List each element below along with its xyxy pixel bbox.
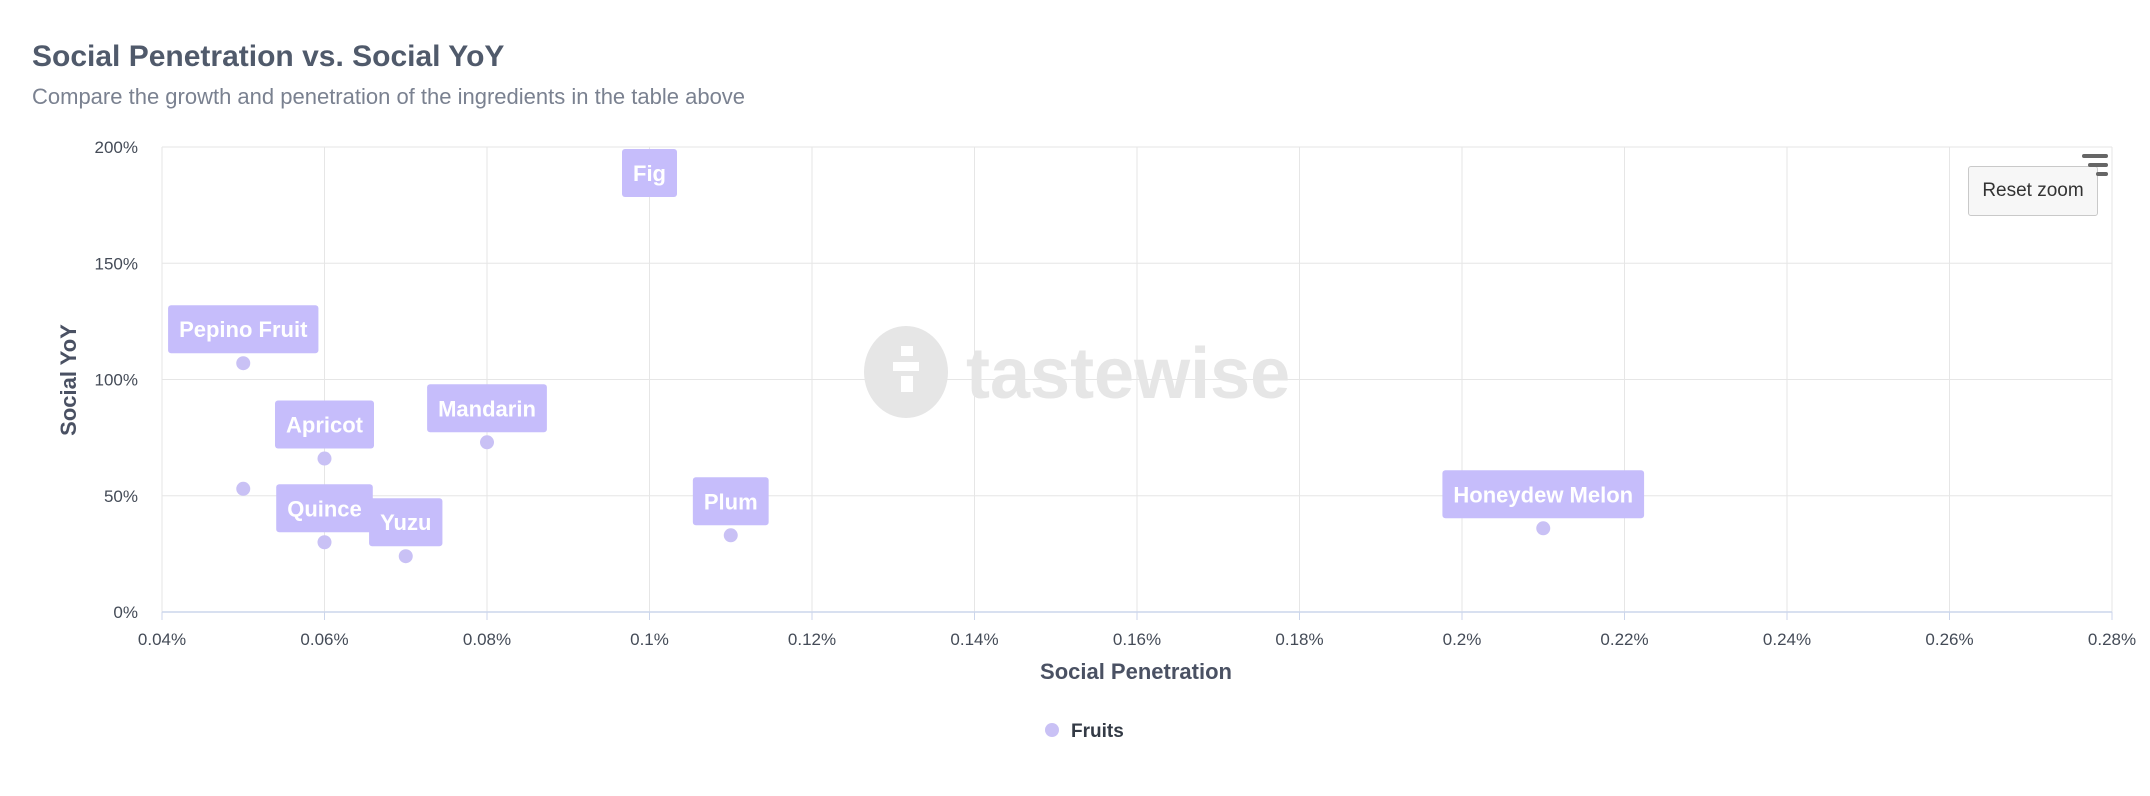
x-tick-label: 0.2% <box>1443 630 1482 649</box>
data-point[interactable] <box>480 435 494 450</box>
data-label: Fig <box>633 161 666 186</box>
data-label-box <box>275 400 374 449</box>
x-tick-label: 0.08% <box>463 630 511 649</box>
y-tick-label: 100% <box>95 371 138 390</box>
data-point[interactable] <box>236 356 251 371</box>
data-label-box <box>692 477 769 526</box>
data-label: Apricot <box>286 413 364 438</box>
y-axis-title: Social YoY <box>56 324 81 436</box>
legend[interactable]: Fruits <box>1045 721 1124 742</box>
x-tick-label: 0.04% <box>138 630 186 649</box>
x-tick-label: 0.1% <box>630 630 669 649</box>
x-tick-label: 0.14% <box>950 630 998 649</box>
x-tick-label: 0.28% <box>2088 630 2136 649</box>
y-tick-label: 50% <box>104 487 138 506</box>
data-label-box <box>1442 470 1645 519</box>
data-label: Quince <box>287 496 362 521</box>
data-label: Mandarin <box>438 396 536 421</box>
x-tick-label: 0.12% <box>788 630 836 649</box>
watermark-text: tastewise <box>966 334 1290 414</box>
axes: Social Penetration Social YoY 0.04% 0.06%… <box>56 138 2136 684</box>
data-point[interactable] <box>317 451 332 466</box>
data-label: Honeydew Melon <box>1453 482 1633 507</box>
data-label-box <box>369 498 443 547</box>
grid-lines <box>161 146 2113 620</box>
data-point[interactable] <box>236 481 251 496</box>
y-tick-label: 150% <box>95 254 138 273</box>
x-tick-label: 0.24% <box>1763 630 1811 649</box>
data-points <box>236 356 1551 564</box>
y-tick-label: 0% <box>113 603 138 622</box>
data-label: Pepino Fruit <box>179 317 308 342</box>
data-label-box <box>168 305 319 354</box>
chart-subtitle: Compare the growth and penetration of th… <box>32 84 746 109</box>
data-point[interactable] <box>1536 521 1551 536</box>
data-point[interactable] <box>398 549 413 564</box>
x-tick-label: 0.22% <box>1600 630 1648 649</box>
data-label-box <box>427 384 547 433</box>
data-label: Plum <box>704 489 758 514</box>
data-point[interactable] <box>723 528 738 543</box>
tastewise-logo-icon <box>864 326 948 418</box>
data-labels: Fig Pepino Fruit Apricot Mandarin Quince Yuzu… <box>168 149 1645 547</box>
legend-label-fruits[interactable]: Fruits <box>1071 721 1124 742</box>
watermark: tastewise <box>864 326 1290 418</box>
data-label-box <box>276 484 373 533</box>
legend-marker-fruits[interactable] <box>1045 723 1059 737</box>
data-label: Yuzu <box>380 510 431 535</box>
chart-title: Social Penetration vs. Social YoY <box>32 40 505 73</box>
data-point[interactable] <box>317 535 332 550</box>
x-tick-label: 0.06% <box>300 630 348 649</box>
x-axis-title: Social Penetration <box>1040 659 1232 684</box>
hamburger-menu-icon[interactable] <box>2080 154 2108 178</box>
x-tick-label: 0.26% <box>1925 630 1973 649</box>
data-label-box <box>622 149 677 197</box>
x-tick-label: 0.18% <box>1275 630 1323 649</box>
reset-zoom-button[interactable]: Reset zoom <box>1968 166 2098 216</box>
x-tick-label: 0.16% <box>1113 630 1161 649</box>
y-tick-label: 200% <box>95 138 138 157</box>
